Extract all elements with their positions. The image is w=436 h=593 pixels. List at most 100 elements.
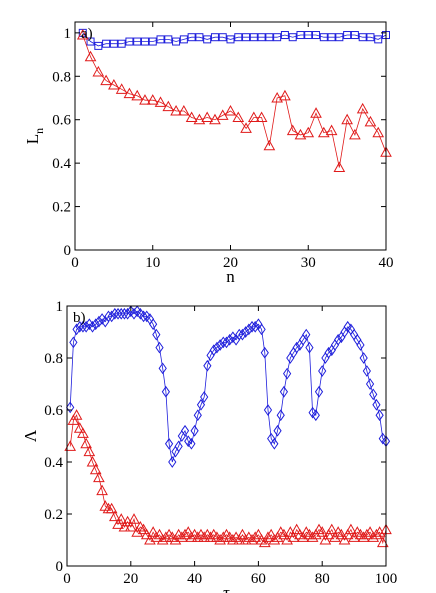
data-point bbox=[227, 533, 239, 545]
data-point bbox=[345, 523, 357, 535]
data-point bbox=[180, 424, 190, 437]
data-point bbox=[83, 445, 96, 457]
data-point bbox=[349, 128, 361, 140]
data-point bbox=[64, 440, 77, 451]
data-point bbox=[198, 531, 211, 542]
data-point bbox=[252, 528, 265, 540]
data-point bbox=[146, 94, 159, 105]
y-tick-label: 0.8 bbox=[52, 69, 71, 85]
data-point bbox=[209, 344, 218, 357]
data-point bbox=[224, 104, 237, 116]
data-point bbox=[216, 339, 225, 351]
data-point bbox=[235, 328, 244, 341]
data-point bbox=[316, 526, 329, 537]
data-point bbox=[249, 33, 258, 42]
data-point bbox=[311, 409, 320, 422]
x-tick-label: 20 bbox=[223, 255, 238, 271]
data-point bbox=[327, 33, 336, 42]
data-point bbox=[107, 310, 116, 323]
data-point bbox=[226, 35, 235, 44]
data-point bbox=[279, 385, 289, 398]
data-point bbox=[317, 126, 330, 138]
data-point bbox=[334, 333, 343, 346]
data-point bbox=[128, 513, 140, 524]
data-point bbox=[375, 409, 384, 422]
y-tick-label: 0.2 bbox=[44, 507, 63, 523]
data-point bbox=[225, 333, 234, 346]
data-point bbox=[376, 536, 389, 548]
data-point bbox=[322, 528, 335, 540]
data-point bbox=[268, 533, 281, 545]
data-point bbox=[89, 463, 102, 475]
data-point bbox=[350, 31, 359, 40]
data-point bbox=[153, 528, 166, 540]
data-point bbox=[164, 437, 174, 450]
panel-a: 0 10 20 30 40 0 0.2 0.4 0.6 0.8 1 a) n Ln bbox=[23, 21, 394, 286]
data-point bbox=[310, 107, 322, 118]
data-point bbox=[201, 111, 214, 123]
data-point bbox=[210, 33, 219, 42]
data-point bbox=[150, 531, 163, 542]
y-tick-label: 0.2 bbox=[52, 200, 71, 216]
data-point bbox=[154, 96, 167, 107]
data-point bbox=[203, 359, 212, 372]
data-point bbox=[75, 320, 84, 333]
y-axis-label: Ln bbox=[23, 128, 46, 144]
data-point bbox=[255, 111, 268, 123]
data-point bbox=[80, 437, 92, 449]
data-point bbox=[133, 37, 142, 46]
data-point bbox=[123, 307, 132, 320]
x-tick-label: 10 bbox=[145, 255, 160, 271]
data-point bbox=[149, 318, 158, 331]
data-point bbox=[185, 111, 198, 123]
data-point bbox=[265, 33, 274, 42]
data-point bbox=[82, 320, 91, 333]
series-triangle bbox=[76, 28, 392, 172]
data-point bbox=[129, 307, 139, 320]
y-tick-label: 0.6 bbox=[52, 113, 71, 129]
data-point bbox=[356, 339, 365, 351]
data-point bbox=[92, 65, 105, 77]
data-point bbox=[102, 39, 111, 48]
data-point bbox=[125, 37, 134, 46]
data-point bbox=[160, 531, 172, 542]
data-point bbox=[152, 328, 161, 341]
data-point bbox=[179, 528, 191, 540]
series-square bbox=[78, 28, 390, 50]
data-point bbox=[219, 336, 228, 349]
data-point bbox=[96, 484, 108, 496]
data-point bbox=[241, 326, 250, 338]
data-point bbox=[67, 414, 80, 425]
data-point bbox=[195, 33, 204, 42]
data-point bbox=[365, 378, 375, 390]
y-tick-label: 1 bbox=[56, 299, 64, 315]
data-point bbox=[72, 323, 81, 336]
series-line bbox=[82, 34, 387, 168]
data-point bbox=[260, 346, 269, 359]
data-point bbox=[257, 33, 266, 42]
data-point bbox=[362, 365, 371, 377]
data-point bbox=[162, 100, 175, 112]
y-tick-label: 0.4 bbox=[52, 156, 71, 172]
data-point bbox=[193, 113, 206, 125]
data-point bbox=[131, 89, 144, 101]
data-point bbox=[191, 531, 204, 542]
data-point bbox=[187, 437, 196, 450]
y-tick-label: 0.6 bbox=[44, 403, 63, 419]
data-point bbox=[367, 531, 380, 542]
data-point bbox=[200, 391, 209, 403]
data-point bbox=[78, 320, 88, 333]
data-point bbox=[185, 531, 198, 542]
data-point bbox=[280, 31, 289, 40]
data-point bbox=[273, 424, 282, 437]
data-point bbox=[325, 523, 338, 535]
data-point bbox=[251, 320, 260, 333]
data-point bbox=[123, 87, 136, 99]
data-point bbox=[174, 440, 183, 453]
data-point bbox=[366, 33, 375, 42]
data-point bbox=[117, 307, 126, 320]
data-point bbox=[222, 336, 231, 349]
data-point bbox=[147, 526, 159, 537]
data-point bbox=[325, 124, 338, 136]
plot-frame bbox=[66, 305, 387, 567]
